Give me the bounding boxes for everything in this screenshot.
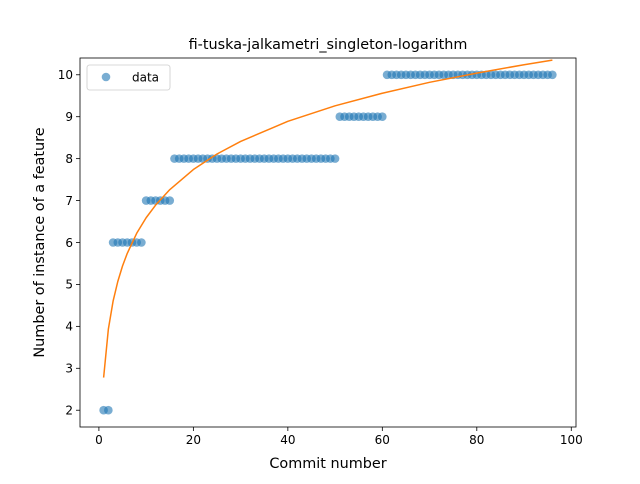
legend-label: data <box>132 71 159 85</box>
chart-title: fi-tuska-jalkametri_singleton-logarithm <box>189 37 468 53</box>
data-point <box>104 405 113 415</box>
ticks-layer: 0 20 40 60 80 100 2 3 4 5 6 7 8 9 10 <box>58 68 583 447</box>
data-point <box>165 196 175 205</box>
legend: data <box>86 64 171 91</box>
y-tick-label: 2 <box>65 404 73 418</box>
data-point <box>330 154 340 163</box>
y-tick-label: 6 <box>65 236 73 250</box>
y-axis-label: Number of instance of a feature <box>32 127 48 357</box>
data-point <box>137 238 146 247</box>
y-tick-label: 9 <box>65 110 73 124</box>
x-tick-label: 60 <box>375 433 390 447</box>
data-point <box>548 70 557 80</box>
x-tick-label: 100 <box>560 433 583 447</box>
x-axis-label: Commit number <box>269 456 386 472</box>
data-point <box>378 112 387 122</box>
y-tick-label: 10 <box>58 68 73 82</box>
y-tick-label: 7 <box>65 194 73 208</box>
y-tick-label: 8 <box>65 152 73 166</box>
legend-box <box>86 64 171 91</box>
x-tick-label: 80 <box>469 433 484 447</box>
fit-line <box>102 59 553 378</box>
x-tick-label: 40 <box>280 433 295 447</box>
x-tick-label: 0 <box>95 433 103 447</box>
x-tick-label: 20 <box>186 433 201 447</box>
y-tick-label: 3 <box>65 362 73 376</box>
y-tick-label: 4 <box>65 320 73 334</box>
legend-marker <box>101 72 111 82</box>
plot-frame <box>79 57 577 428</box>
marks-layer <box>99 59 557 415</box>
y-tick-label: 5 <box>65 278 73 292</box>
